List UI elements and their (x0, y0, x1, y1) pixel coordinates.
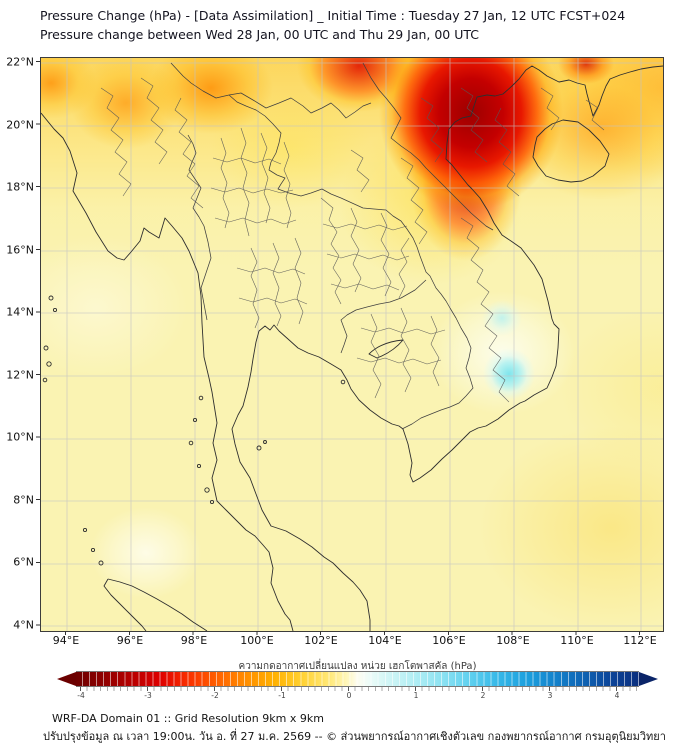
colorbar-left-arrow (57, 672, 76, 686)
colorbar-tick-label: -3 (144, 691, 152, 700)
colorbar-right-arrow (639, 672, 658, 686)
island-shapes (42, 295, 346, 566)
colorbar-gradient-bar (76, 671, 639, 687)
lon-label: 100°E (240, 634, 274, 647)
lon-label: 102°E (304, 634, 338, 647)
lat-label: 14°N (6, 305, 34, 319)
lon-label: 104°E (368, 634, 402, 647)
colorbar-tick-label: -1 (278, 691, 286, 700)
lon-label: 110°E (560, 634, 594, 647)
colorbar-tick-labels: -4 -3 -2 -1 0 1 2 3 4 (76, 691, 639, 701)
province-border-paths (100, 77, 605, 403)
footer-domain-info: WRF-DA Domain 01 :: Grid Resolution 9km … (52, 712, 324, 725)
colorbar-tick-label: 4 (614, 691, 620, 700)
lat-label: 6°N (13, 555, 34, 569)
map-overlay-svg (41, 58, 663, 631)
lat-label: 4°N (13, 618, 34, 632)
colorbar-tick-label: 1 (413, 691, 419, 700)
lat-label: 22°N (6, 55, 34, 69)
grid-lines (41, 58, 663, 631)
pressure-change-field (41, 58, 663, 631)
lat-label: 10°N (6, 430, 34, 444)
lon-label: 106°E (432, 634, 466, 647)
coastline-paths (41, 65, 663, 631)
lat-axis-ticks (36, 61, 40, 626)
colorbar-tick-label: 0 (346, 691, 352, 700)
lat-label: 18°N (6, 180, 34, 194)
lon-label: 94°E (52, 634, 80, 647)
lon-axis-ticks (65, 631, 642, 635)
colorbar-tick-label: -4 (77, 691, 85, 700)
map-plot-area (40, 57, 664, 632)
colorbar-ticks (76, 687, 639, 691)
chart-title-line1: Pressure Change (hPa) - [Data Assimilati… (40, 8, 626, 23)
footer-agency-info: ปรับปรุงข้อมูล ณ เวลา 19:00น. วัน อ. ที่… (43, 730, 666, 743)
chart-title-line2: Pressure change between Wed 28 Jan, 00 U… (40, 27, 480, 42)
lat-label: 16°N (6, 243, 34, 257)
colorbar-tick-label: 2 (480, 691, 486, 700)
lon-label: 108°E (496, 634, 530, 647)
lat-label: 20°N (6, 118, 34, 132)
colorbar-title: ความกดอากาศเปลี่ยนแปลง หน่วย เฮกโตพาสคัล… (238, 661, 477, 672)
colorbar-tick-label: 3 (547, 691, 553, 700)
colorbar (57, 671, 658, 687)
lon-label: 96°E (116, 634, 144, 647)
lon-label: 98°E (180, 634, 208, 647)
country-border-paths (170, 62, 494, 430)
lat-label: 8°N (13, 493, 34, 507)
colorbar-tick-label: -2 (211, 691, 219, 700)
lon-label: 112°E (623, 634, 657, 647)
lat-label: 12°N (6, 368, 34, 382)
